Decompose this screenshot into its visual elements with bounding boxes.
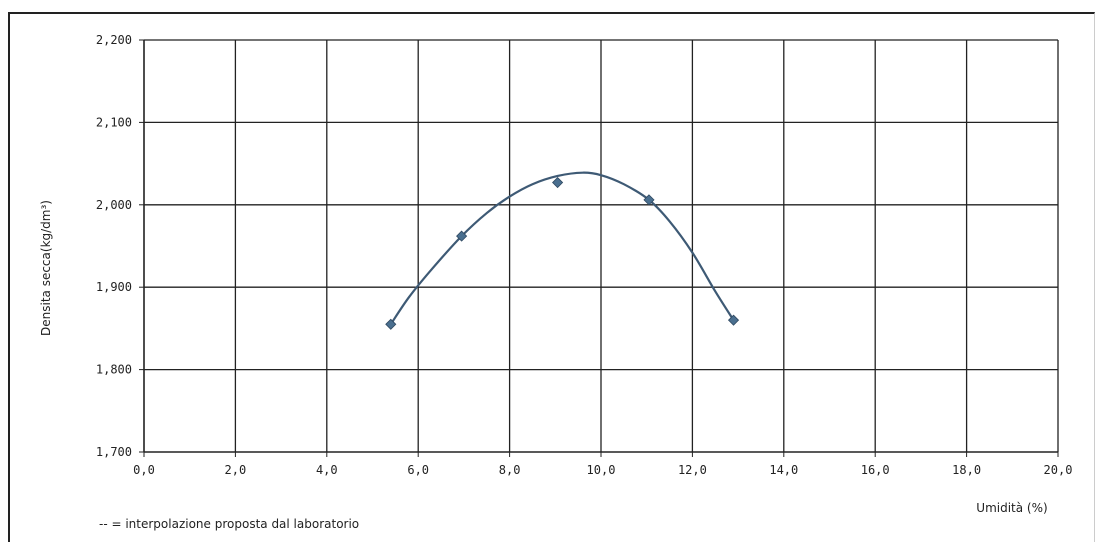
grid [139,39,1059,457]
data-point [643,194,655,206]
interpolation-note: -- = interpolazione proposta dal laborat… [99,517,359,531]
y-tick-label: 2,000 [96,198,132,212]
data-points [385,176,740,330]
interpolation-line [389,171,735,325]
y-tick-label: 2,200 [96,33,132,47]
x-tick-labels: 0,0 2,0 4,0 6,0 8,0 10,0 12,0 14,0 16,0 18,0 20,0 [133,463,1072,477]
x-tick-label: 4,0 [316,463,338,477]
y-tick-labels: 1,700 1,800 1,900 2,000 2,100 2,200 [96,33,132,459]
x-tick-label: 0,0 [133,463,155,477]
x-tick-label: 8,0 [499,463,521,477]
data-point [385,318,397,330]
x-axis-title: Umidità (%) [976,501,1047,515]
interpolation-curve [389,171,735,325]
data-point [727,314,740,326]
x-tick-label: 12,0 [678,463,707,477]
x-tick-label: 14,0 [769,463,798,477]
x-tick-label: 2,0 [225,463,247,477]
data-point [456,230,468,242]
data-point [552,176,564,189]
y-axis-title: Densita secca(kg/dm³) [39,200,53,336]
x-tick-label: 10,0 [587,463,616,477]
y-tick-label: 1,800 [96,363,132,377]
y-tick-label: 1,700 [96,445,132,459]
x-tick-label: 16,0 [861,463,890,477]
y-tick-label: 2,100 [96,115,132,129]
y-tick-label: 1,900 [96,280,132,294]
x-tick-label: 18,0 [952,463,981,477]
x-tick-label: 20,0 [1044,463,1073,477]
x-tick-label: 6,0 [407,463,429,477]
chart-border [8,12,1095,542]
